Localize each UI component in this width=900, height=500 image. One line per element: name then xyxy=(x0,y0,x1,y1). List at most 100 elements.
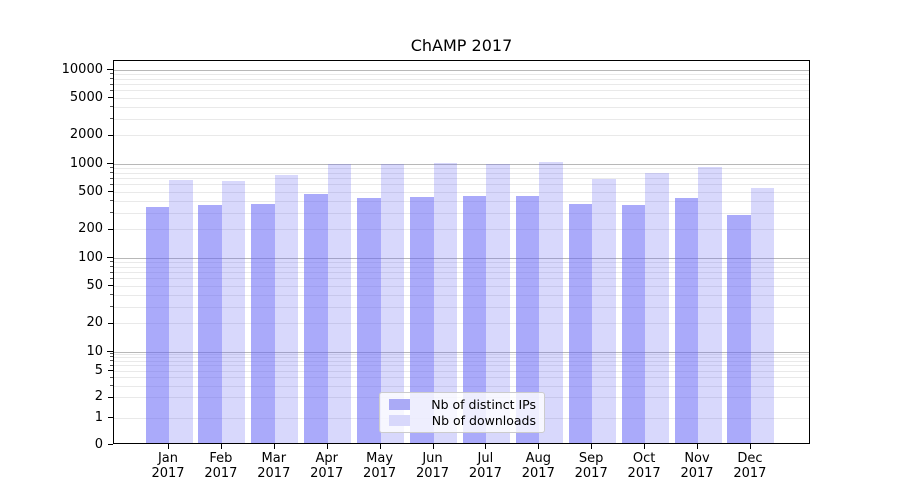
x-axis-tick xyxy=(644,444,646,449)
y-axis-minor-tick xyxy=(110,360,113,362)
y-axis-minor-tick xyxy=(110,356,113,358)
x-axis-tick-label: Feb 2017 xyxy=(204,451,238,481)
y-axis-minor-tick xyxy=(110,172,113,174)
y-axis-tick-label: 2000 xyxy=(69,127,103,143)
legend-item-distinct-ips: Nb of distinct IPs xyxy=(389,397,536,413)
bar-distinct-ips xyxy=(462,195,487,443)
bar-distinct-ips xyxy=(515,196,540,443)
bar-downloads xyxy=(169,179,193,443)
y-axis-tick xyxy=(108,417,113,418)
bar-distinct-ips xyxy=(304,193,328,443)
bar-distinct-ips xyxy=(357,197,381,443)
legend-label-distinct-ips: Nb of distinct IPs xyxy=(431,397,536,413)
bar-distinct-ips xyxy=(251,203,275,443)
bar-distinct-ips xyxy=(727,214,751,443)
y-axis-tick-label: 50 xyxy=(86,277,103,293)
gridline-minor xyxy=(114,386,809,387)
y-axis-tick-label: 10000 xyxy=(61,61,103,77)
y-axis-minor-tick xyxy=(110,294,113,296)
y-axis-tick xyxy=(108,444,113,445)
gridline-minor xyxy=(114,184,809,185)
legend-swatch-downloads xyxy=(389,414,410,426)
y-axis-minor-tick xyxy=(110,212,113,214)
x-axis-tick xyxy=(273,444,275,449)
y-axis-tick xyxy=(108,396,113,398)
bar-downloads xyxy=(221,180,246,443)
y-axis-minor-tick xyxy=(110,89,113,91)
bar-downloads xyxy=(592,179,616,443)
y-axis-tick-label: 5 xyxy=(94,362,103,378)
x-axis-tick xyxy=(697,444,698,449)
gridline-minor xyxy=(114,365,809,366)
y-axis-tick xyxy=(108,228,113,230)
x-axis-tick-label: Nov 2017 xyxy=(680,451,714,481)
gridline-minor xyxy=(114,361,809,362)
gridline-minor xyxy=(114,286,809,287)
gridline-minor xyxy=(114,323,809,324)
y-axis-tick-label: 5000 xyxy=(69,89,103,105)
x-axis-tick-label: Apr 2017 xyxy=(310,451,344,481)
legend-item-downloads: Nb of downloads xyxy=(389,413,536,429)
bar-downloads xyxy=(645,172,669,443)
y-axis-minor-tick xyxy=(110,364,113,366)
y-axis-tick xyxy=(108,134,113,136)
bar-distinct-ips xyxy=(568,203,593,443)
bar-downloads xyxy=(380,164,405,443)
plot-area xyxy=(113,60,810,444)
x-axis-tick xyxy=(538,444,540,449)
gridline-minor xyxy=(114,178,809,179)
x-axis-tick xyxy=(168,444,169,449)
bar-distinct-ips xyxy=(410,196,434,443)
gridline-minor xyxy=(114,357,809,358)
x-axis-tick-label: Sep 2017 xyxy=(574,451,608,481)
y-axis-minor-tick xyxy=(110,83,113,85)
gridline-minor xyxy=(114,371,809,372)
y-axis-minor-tick xyxy=(110,385,113,387)
gridline-major xyxy=(114,70,809,71)
bar-distinct-ips xyxy=(621,205,646,443)
y-axis-minor-tick xyxy=(110,261,113,263)
x-axis-tick-label: Jul 2017 xyxy=(468,451,502,481)
gridline-minor xyxy=(114,168,809,169)
y-axis-tick xyxy=(108,97,113,99)
y-axis-minor-tick xyxy=(110,353,113,355)
y-axis-minor-tick xyxy=(110,271,113,273)
legend-swatch-distinct-ips xyxy=(389,399,410,411)
bar-downloads xyxy=(750,187,775,443)
gridline-minor xyxy=(114,79,809,80)
x-axis-tick-label: Dec 2017 xyxy=(733,451,767,481)
x-axis-tick xyxy=(379,444,381,449)
gridline-minor xyxy=(114,201,809,202)
y-axis-minor-tick xyxy=(110,73,113,75)
y-axis-tick-label: 10 xyxy=(86,343,103,359)
y-axis-minor-tick xyxy=(110,78,113,80)
x-axis-tick xyxy=(220,444,222,449)
y-axis-minor-tick xyxy=(110,266,113,268)
x-axis-tick xyxy=(485,444,487,449)
gridline-minor xyxy=(114,272,809,273)
gridline-minor xyxy=(114,74,809,75)
x-axis-tick xyxy=(432,444,434,449)
chart-title: ChAMP 2017 xyxy=(410,36,513,55)
y-axis-tick-label: 1 xyxy=(94,409,103,425)
bar-distinct-ips xyxy=(145,207,169,443)
gridline-minor xyxy=(114,90,809,91)
legend: Nb of distinct IPs Nb of downloads xyxy=(379,392,545,433)
y-axis-tick-label: 2 xyxy=(94,389,103,405)
gridline-minor xyxy=(114,307,809,308)
bar-downloads xyxy=(327,164,352,443)
x-axis-tick-label: May 2017 xyxy=(363,451,397,481)
y-axis-tick-label: 0 xyxy=(94,436,103,452)
gridline-minor xyxy=(114,213,809,214)
bar-distinct-ips xyxy=(674,198,698,443)
bar-downloads xyxy=(698,166,722,443)
x-axis-tick xyxy=(749,444,751,449)
x-axis-tick xyxy=(591,444,593,449)
y-axis-tick xyxy=(107,351,113,352)
y-axis-tick-label: 1000 xyxy=(69,155,103,171)
y-axis-minor-tick xyxy=(110,277,113,279)
x-axis-tick-label: Aug 2017 xyxy=(521,451,555,481)
gridline-minor xyxy=(114,98,809,99)
gridline-minor xyxy=(114,229,809,230)
